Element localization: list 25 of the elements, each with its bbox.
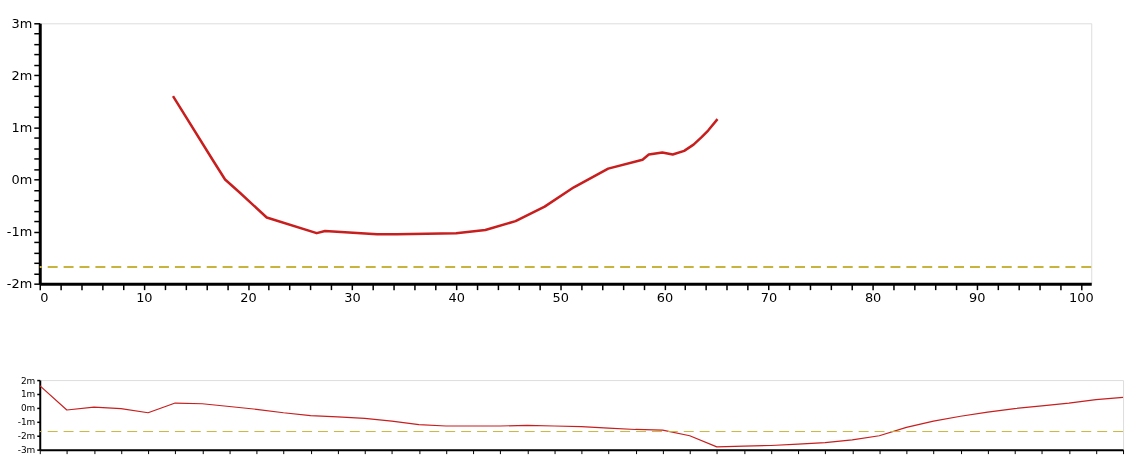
y-tick-label: 0m xyxy=(11,171,33,187)
x-tick-label: 90 xyxy=(969,290,986,306)
x-tick-label: 10 xyxy=(136,290,153,306)
x-tick-label: 0 xyxy=(40,290,49,306)
x-tick-label: 20 xyxy=(240,290,257,306)
x-tick-label: 70 xyxy=(760,290,778,306)
x-tick-label: 30 xyxy=(344,290,361,306)
line-series xyxy=(39,385,1124,448)
y-tick-label: 1m xyxy=(11,119,33,135)
y-tick-label: 0m xyxy=(20,403,36,414)
x-tick-label: 40 xyxy=(448,290,465,306)
x-tick-label: 60 xyxy=(656,290,674,306)
x-tick-label: 100 xyxy=(1069,290,1094,306)
y-tick-label: 3m xyxy=(11,15,33,31)
y-tick-label: -3m xyxy=(17,445,36,456)
x-tick-label: 50 xyxy=(552,290,570,306)
y-tick-label: -1m xyxy=(17,417,36,428)
y-tick-label: -2m xyxy=(6,276,33,292)
y-tick-label: -1m xyxy=(6,224,33,240)
y-tick-label: -2m xyxy=(17,431,36,442)
line-series xyxy=(171,94,719,236)
x-tick-label: 80 xyxy=(864,290,882,306)
y-tick-label: 1m xyxy=(20,389,36,400)
y-tick-label: 2m xyxy=(11,67,33,83)
y-tick-label: 2m xyxy=(20,375,36,386)
